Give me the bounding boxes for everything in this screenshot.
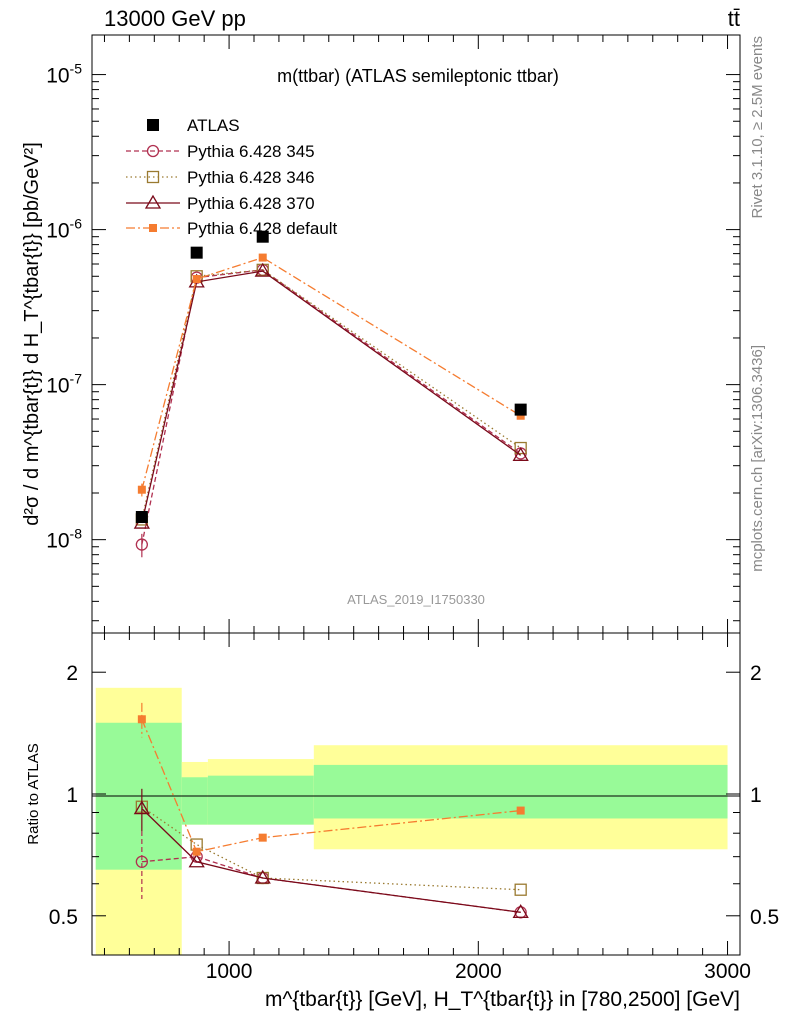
ratio-series-line	[141, 856, 521, 913]
ratio-data-point	[254, 869, 271, 884]
ratio-y-tick-label: 0.5	[49, 906, 78, 929]
legend-marker	[149, 224, 157, 232]
ratio-plot-frame	[91, 632, 741, 956]
ratio-data-point	[133, 800, 150, 815]
ratio-series-line	[141, 806, 521, 891]
x-tick-label: 2000	[455, 960, 502, 983]
rivet-version-label: Rivet 3.1.10, ≥ 2.5M events	[749, 36, 766, 219]
ratio-series-line	[141, 808, 521, 913]
legend-marker	[144, 194, 162, 209]
ratio-data-point	[514, 883, 527, 896]
ratio-data-point	[258, 833, 267, 842]
ratio-plot-panel: 0.5 0.5 1 1 2 2 1000 2000 3000 Ratio to ATLAS m^…	[25, 632, 779, 1011]
x-axis-label: m^{tbar{t}} [GeV], H_T^{tbar{t}} in [780…	[265, 988, 740, 1011]
main-y-axis-label: d²σ / d m^{tbar{t}} d H_T^{tbar{t}} [pb/…	[21, 142, 43, 526]
main-data-layer	[133, 230, 529, 558]
ratio-data-point	[516, 806, 525, 815]
legend-label: Pythia 6.428 346	[187, 168, 315, 187]
plot-title: m(ttbar) (ATLAS semileptonic ttbar)	[277, 66, 559, 86]
ratio-data-point	[512, 904, 529, 918]
main-data-point	[192, 275, 201, 284]
x-tick-label: 3000	[704, 960, 751, 983]
ratio-data-point	[188, 853, 205, 868]
legend-marker	[146, 170, 160, 184]
ratio-y-axis-label: Ratio to ATLAS	[25, 743, 42, 844]
main-series-line	[141, 269, 522, 545]
atlas-data-point	[135, 511, 148, 524]
main-series-line	[141, 256, 522, 490]
mcplots-source-label: mcplots.cern.ch [arXiv:1306.3436]	[749, 345, 766, 572]
x-tick-label: 1000	[206, 960, 253, 983]
legend-label: ATLAS	[187, 116, 240, 135]
ratio-y-tick-label: 2	[66, 662, 78, 685]
main-data-point	[514, 441, 527, 455]
main-data-point	[516, 411, 525, 420]
atlas-data-point	[190, 246, 203, 259]
analysis-id: ATLAS_2019_I1750330	[347, 592, 485, 607]
legend-marker	[146, 144, 160, 158]
atlas-data-point	[514, 403, 527, 416]
ratio-y-tick-label: 1	[66, 784, 78, 807]
legend-label: Pythia 6.428 370	[187, 194, 315, 213]
main-data-point	[258, 253, 267, 262]
main-data-point	[135, 538, 148, 551]
main-series-line	[141, 270, 522, 524]
main-data-point	[512, 447, 529, 461]
main-plot-panel: 10-810-710-610-5 m(ttbar) (ATLAS semilep…	[21, 34, 741, 634]
ratio-data-point	[192, 847, 201, 856]
ratio-inner-band	[181, 777, 208, 825]
header-process: tt̄	[728, 6, 740, 31]
ratio-axes-layer: 0.5 0.5 1 1 2 2 1000 2000 3000	[49, 633, 779, 983]
main-data-point	[137, 485, 146, 494]
header-energy: 13000 GeV pp	[104, 6, 246, 31]
ratio-y-tick-label-right: 1	[750, 784, 762, 807]
ratio-data-point	[137, 715, 146, 724]
ratio-data-point	[135, 855, 148, 868]
legend-marker	[147, 119, 159, 131]
ratio-data-layer	[133, 702, 529, 919]
atlas-data-point	[256, 230, 269, 243]
legend-label: Pythia 6.428 345	[187, 142, 315, 161]
ratio-series-line	[141, 719, 521, 853]
ratio-y-tick-label-right: 2	[750, 662, 762, 685]
main-data-point	[254, 262, 271, 277]
ratio-y-tick-label-right: 0.5	[750, 906, 779, 929]
ratio-uncertainty-bands	[95, 687, 728, 955]
legend: ATLAS Pythia 6.428 345 Pythia 6.428 346 Pyt…	[126, 116, 338, 238]
legend-label: Pythia 6.428 default	[187, 219, 338, 238]
ratio-inner-band	[207, 775, 314, 825]
